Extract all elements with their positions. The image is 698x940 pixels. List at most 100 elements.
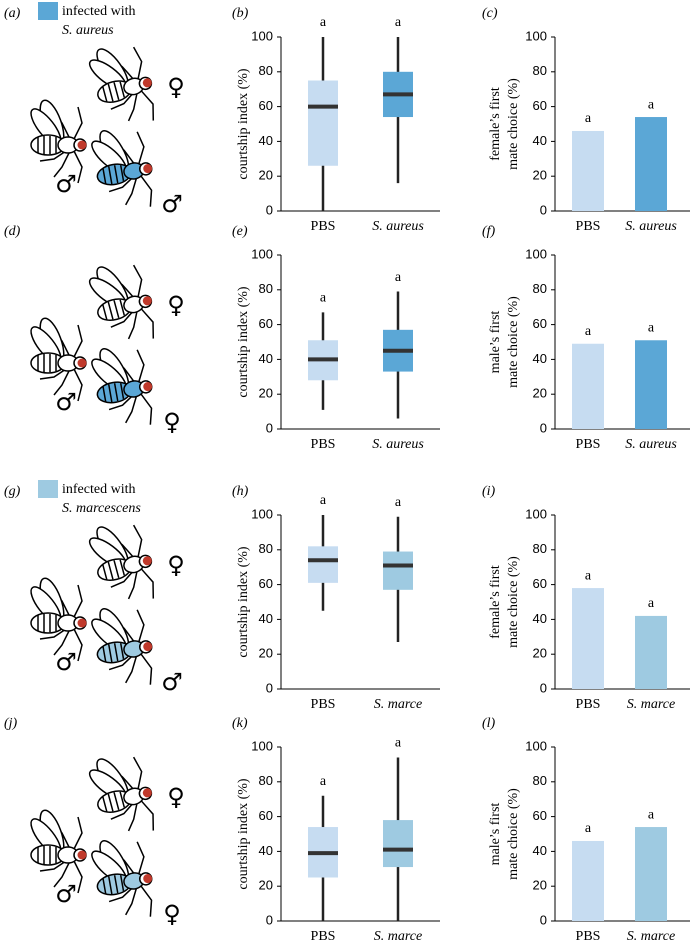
significance-letter: a <box>320 774 327 789</box>
box <box>383 551 413 590</box>
fly-drawing <box>80 512 163 613</box>
fly-drawing <box>83 598 160 695</box>
bar <box>572 130 604 211</box>
legend-text: infected with <box>62 482 135 497</box>
y-tick-label: 40 <box>259 611 273 626</box>
x-tick-label: PBS <box>576 929 601 940</box>
panel-label: (f) <box>482 224 496 239</box>
significance-letter: a <box>320 493 327 508</box>
x-tick-label: PBS <box>311 697 336 712</box>
box-chart: (b) courtship index (%) 0 20 40 60 80 100 PBS S. … <box>232 6 440 234</box>
y-axis-label: mate choice (%) <box>506 78 521 170</box>
y-tick-label: 60 <box>533 98 547 113</box>
y-axis-label: mate choice (%) <box>506 788 521 880</box>
x-tick-label: S. aureus <box>625 219 677 234</box>
y-tick-label: 0 <box>540 912 547 927</box>
bar <box>572 588 604 689</box>
y-tick-label: 20 <box>259 168 273 183</box>
x-tick-label: S. aureus <box>625 437 677 452</box>
panel-label: (e) <box>232 224 248 239</box>
sex-symbol: ♂ <box>55 648 77 676</box>
panel-label: (h) <box>232 484 249 499</box>
y-tick-label: 80 <box>259 281 273 296</box>
significance-letter: a <box>648 807 655 822</box>
sex-symbol: ♀ <box>163 900 181 928</box>
sex-symbol: ♀ <box>167 73 185 101</box>
legend-text: S. aureus <box>62 23 114 38</box>
significance-letter: a <box>648 596 655 611</box>
y-tick-label: 100 <box>251 28 273 43</box>
y-tick-label: 0 <box>266 420 273 435</box>
y-axis-label: courtship index (%) <box>236 68 251 180</box>
y-tick-label: 100 <box>251 506 273 521</box>
y-tick-label: 80 <box>533 281 547 296</box>
fly-drawing <box>80 34 163 135</box>
fly-drawing <box>83 830 160 927</box>
x-tick-label: PBS <box>576 437 601 452</box>
y-tick-label: 60 <box>533 576 547 591</box>
x-tick-label: PBS <box>311 219 336 234</box>
y-tick-label: 80 <box>259 773 273 788</box>
y-tick-label: 80 <box>259 541 273 556</box>
legend-text: infected with <box>62 4 135 19</box>
y-tick-label: 0 <box>266 680 273 695</box>
y-tick-label: 20 <box>533 878 547 893</box>
diagram-panel: (j) ♀ ♂ ♀ <box>4 716 185 928</box>
fly-drawing <box>83 338 160 435</box>
x-tick-label: S. marce <box>374 697 422 712</box>
x-tick-label: S. marce <box>627 697 675 712</box>
y-tick-label: 60 <box>533 316 547 331</box>
box-chart: (k) courtship index (%) 0 20 40 60 80 100 PBS S. … <box>232 716 440 940</box>
significance-letter: a <box>320 15 327 30</box>
significance-letter: a <box>585 568 592 583</box>
y-axis-label: female’s first <box>488 87 503 161</box>
significance-letter: a <box>395 270 402 285</box>
y-tick-label: 20 <box>533 646 547 661</box>
y-axis-label: male’s first <box>488 803 503 866</box>
x-tick-label: S. aureus <box>372 437 424 452</box>
y-tick-label: 20 <box>533 386 547 401</box>
y-axis-label: female’s first <box>488 565 503 639</box>
x-tick-label: PBS <box>576 697 601 712</box>
significance-letter: a <box>395 736 402 751</box>
panel-label: (a) <box>4 6 21 21</box>
bar <box>635 615 667 689</box>
y-tick-label: 60 <box>259 98 273 113</box>
y-tick-label: 100 <box>525 28 547 43</box>
legend-swatch <box>38 2 58 20</box>
y-axis-label: courtship index (%) <box>236 778 251 890</box>
y-tick-label: 0 <box>540 420 547 435</box>
y-axis-label: courtship index (%) <box>236 546 251 658</box>
y-tick-label: 60 <box>259 576 273 591</box>
y-tick-label: 40 <box>259 351 273 366</box>
box <box>308 80 338 166</box>
bar-chart: (i) female’s first mate choice (%) 0 20 40 60 8… <box>482 484 690 712</box>
y-tick-label: 80 <box>533 773 547 788</box>
y-tick-label: 0 <box>540 680 547 695</box>
y-axis-label: male’s first <box>488 311 503 374</box>
significance-letter: a <box>648 97 655 112</box>
panel-label: (j) <box>4 716 18 731</box>
box <box>383 820 413 868</box>
panel-label: (d) <box>4 224 21 239</box>
y-tick-label: 60 <box>259 808 273 823</box>
significance-letter: a <box>585 111 592 126</box>
y-tick-label: 20 <box>259 386 273 401</box>
y-tick-label: 80 <box>533 63 547 78</box>
y-tick-label: 100 <box>525 738 547 753</box>
diagram-panel: (a) infected with S. aureus ♀ ♂ ♂ <box>4 2 185 218</box>
sex-symbol: ♀ <box>167 551 185 579</box>
y-tick-label: 40 <box>533 351 547 366</box>
x-tick-label: PBS <box>311 437 336 452</box>
y-tick-label: 20 <box>533 168 547 183</box>
y-tick-label: 40 <box>533 611 547 626</box>
panel-label: (l) <box>482 716 496 731</box>
significance-letter: a <box>585 324 592 339</box>
x-tick-label: S. marce <box>374 929 422 940</box>
bar-chart: (l) male’s first mate choice (%) 0 20 40 60 80 1… <box>482 716 690 940</box>
fly-drawing <box>80 744 163 845</box>
diagram-panel: (d) ♀ ♂ ♀ <box>4 224 185 436</box>
sex-symbol: ♂ <box>55 880 77 908</box>
y-tick-label: 40 <box>533 843 547 858</box>
